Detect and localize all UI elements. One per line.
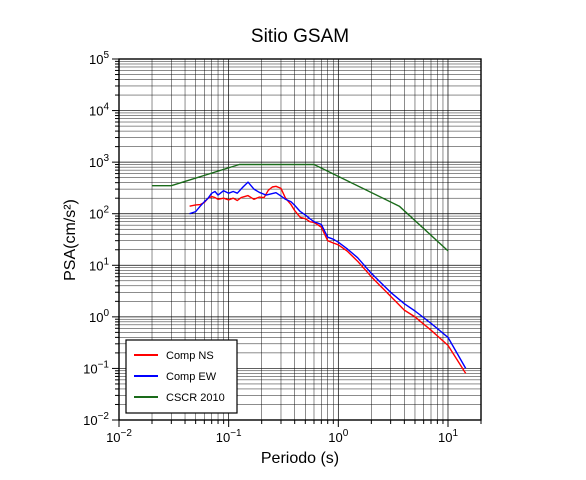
y-tick-label: 10−1 — [83, 359, 109, 376]
chart-title: Sitio GSAM — [251, 26, 349, 47]
x-tick-label: 10−2 — [106, 428, 132, 445]
series-line-comp-ns — [189, 185, 467, 374]
legend: Comp NS Comp EW CSCR 2010 — [125, 339, 238, 414]
x-tick-label: 100 — [328, 428, 348, 445]
series-line-comp-ew — [189, 181, 467, 369]
series-layer — [152, 163, 467, 374]
x-axis-label: Periodo (s) — [261, 450, 339, 467]
y-axis-label: PSA(cm/s²) — [62, 199, 79, 281]
series-line-cscr-2010 — [152, 163, 449, 252]
tick-layer: 10−2 10−1 100 101 10−2 10−1 100 101 102 103 104 105 — [83, 50, 482, 445]
y-tick-label: 104 — [89, 102, 109, 119]
y-tick-label: 103 — [89, 153, 109, 170]
x-tick-label: 101 — [438, 428, 458, 445]
y-tick-label: 105 — [89, 50, 109, 67]
plot-frame — [118, 58, 482, 421]
y-tick-label: 100 — [89, 308, 109, 325]
legend-label-comp-ns: Comp NS — [166, 350, 214, 362]
x-tick-label: 10−1 — [216, 428, 242, 445]
y-tick-label: 10−2 — [83, 411, 109, 428]
y-tick-label: 101 — [89, 256, 109, 273]
y-tick-label: 102 — [89, 205, 109, 222]
legend-label-comp-ew: Comp EW — [166, 371, 217, 383]
legend-label-cscr-2010: CSCR 2010 — [166, 392, 225, 404]
grid-layer — [118, 58, 482, 421]
